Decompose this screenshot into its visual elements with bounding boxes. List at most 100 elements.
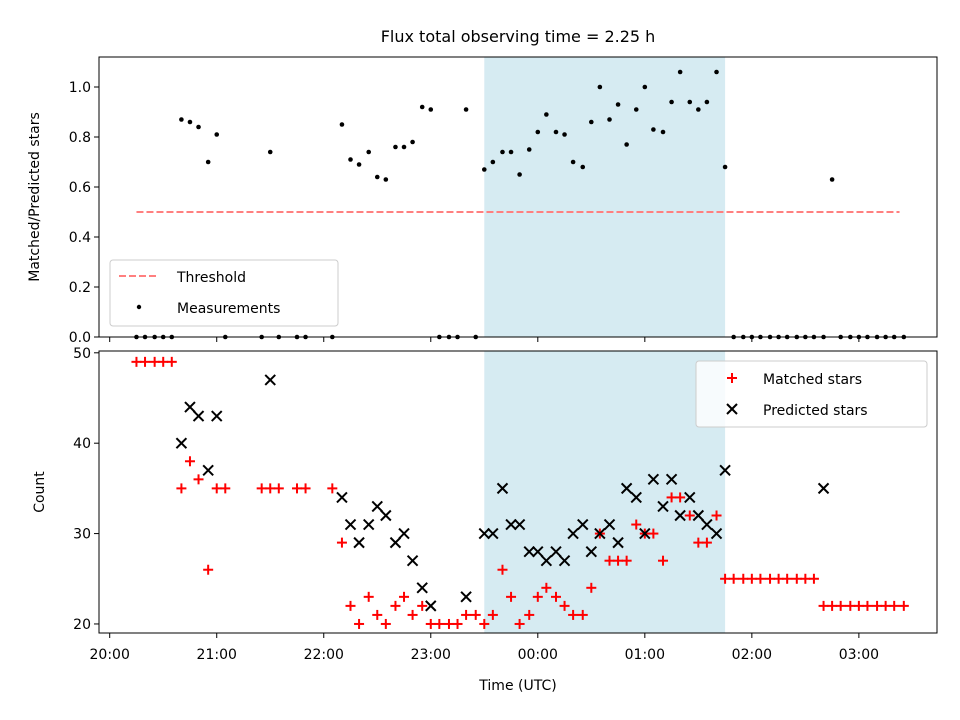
matched-star-marker	[711, 510, 722, 521]
predicted-legend-marker	[726, 403, 738, 415]
predicted-star-marker	[674, 509, 686, 522]
x-tick-label: 23:00	[411, 647, 451, 663]
predicted-star-marker	[620, 482, 633, 495]
matched-star-points	[131, 356, 909, 629]
predicted-star-marker	[192, 410, 205, 422]
matched-star-marker	[782, 573, 793, 584]
matched-legend-marker	[727, 373, 737, 383]
matched-star-marker	[203, 564, 214, 575]
measurement-point	[687, 99, 693, 105]
predicted-star-marker	[211, 410, 223, 422]
matched-star-marker	[791, 573, 802, 584]
predicted-star-marker	[603, 518, 616, 531]
predicted-star-marker	[184, 401, 196, 413]
measurements-legend-label: Measurements	[177, 301, 280, 317]
measurement-point	[196, 124, 201, 130]
matched-star-marker	[559, 600, 570, 611]
legend-box	[695, 360, 928, 428]
matched-star-marker	[211, 483, 222, 494]
matched-star-marker	[479, 618, 490, 629]
measurement-point	[624, 142, 629, 147]
matched-star-marker	[541, 582, 552, 593]
predicted-star-marker	[577, 518, 589, 531]
predicted-star-marker	[567, 527, 579, 540]
matched-star-marker	[425, 618, 436, 629]
measurement-point	[580, 164, 586, 170]
measurement-point	[677, 69, 683, 75]
matched-star-marker	[363, 591, 374, 602]
y-tick-label: 0.0	[69, 330, 91, 346]
measurement-point	[669, 99, 674, 105]
predicted-star-marker	[550, 545, 562, 558]
measurement-point	[490, 159, 496, 165]
matched-star-marker	[862, 600, 873, 611]
matched-star-marker	[746, 573, 757, 584]
x-tick-label: 00:00	[518, 647, 558, 663]
measurement-point	[383, 177, 389, 182]
matched-star-marker	[755, 573, 766, 584]
measurement-point	[651, 127, 656, 132]
predicted-star-marker	[630, 491, 642, 504]
x-tick-label: 20:00	[90, 647, 130, 663]
matched-star-marker	[158, 356, 169, 367]
measurement-point	[589, 119, 594, 125]
measurement-point	[615, 102, 621, 107]
predicted-legend-label: Predicted stars	[763, 403, 868, 419]
matched-star-marker	[550, 591, 561, 602]
predicted-star-marker	[460, 591, 472, 603]
y-tick-label: 0.2	[69, 280, 91, 296]
predicted-star-marker	[406, 554, 419, 567]
measurement-point	[535, 129, 541, 135]
predicted-star-marker	[487, 527, 499, 540]
matched-star-marker	[773, 573, 784, 584]
x-tick-label: 02:00	[732, 647, 772, 663]
matched-star-marker	[577, 609, 588, 620]
predicted-star-marker	[336, 491, 348, 504]
ratio-legend: Threshold Measurements	[109, 259, 339, 327]
matched-star-marker	[675, 492, 686, 503]
measurement-point	[410, 139, 415, 145]
x-axis-label: Time (UTC)	[478, 678, 556, 694]
predicted-star-marker	[344, 518, 357, 531]
measurement-point	[339, 122, 345, 127]
matched-star-marker	[265, 483, 276, 494]
measurement-point	[544, 112, 549, 117]
measurement-point	[660, 129, 666, 135]
measurement-point	[570, 159, 576, 165]
measurement-point	[463, 107, 469, 112]
matched-star-marker	[524, 609, 535, 620]
measurement-point	[500, 149, 505, 155]
matched-star-marker	[256, 483, 267, 494]
matched-star-marker	[658, 555, 669, 566]
matched-star-marker	[889, 600, 900, 611]
y-tick-label: 20	[73, 617, 91, 633]
threshold-legend-label: Threshold	[176, 270, 246, 286]
measurement-point	[696, 107, 701, 112]
matched-star-marker	[514, 618, 525, 629]
matched-star-marker	[470, 609, 481, 620]
measurement-point	[722, 164, 728, 170]
measurement-point	[428, 107, 434, 112]
measurement-point	[419, 104, 425, 110]
matched-star-marker	[800, 573, 811, 584]
matched-star-marker	[354, 618, 365, 629]
predicted-star-marker	[719, 464, 731, 477]
measurement-point	[597, 84, 603, 90]
predicted-star-marker	[612, 536, 624, 549]
matched-star-marker	[666, 492, 677, 503]
predicted-star-marker	[647, 473, 660, 486]
matched-star-marker	[568, 609, 579, 620]
predicted-star-marker	[701, 518, 713, 531]
matched-star-marker	[390, 600, 401, 611]
predicted-star-marker	[594, 527, 606, 540]
measurements-legend-marker	[136, 304, 142, 310]
count-plot-frame	[98, 350, 938, 634]
predicted-star-marker	[639, 527, 651, 540]
matched-star-marker	[184, 456, 195, 467]
matched-star-marker	[684, 510, 695, 521]
matched-star-marker	[417, 600, 428, 611]
matched-star-marker	[149, 356, 160, 367]
matched-star-marker	[407, 609, 418, 620]
x-tick-label: 03:00	[839, 647, 879, 663]
